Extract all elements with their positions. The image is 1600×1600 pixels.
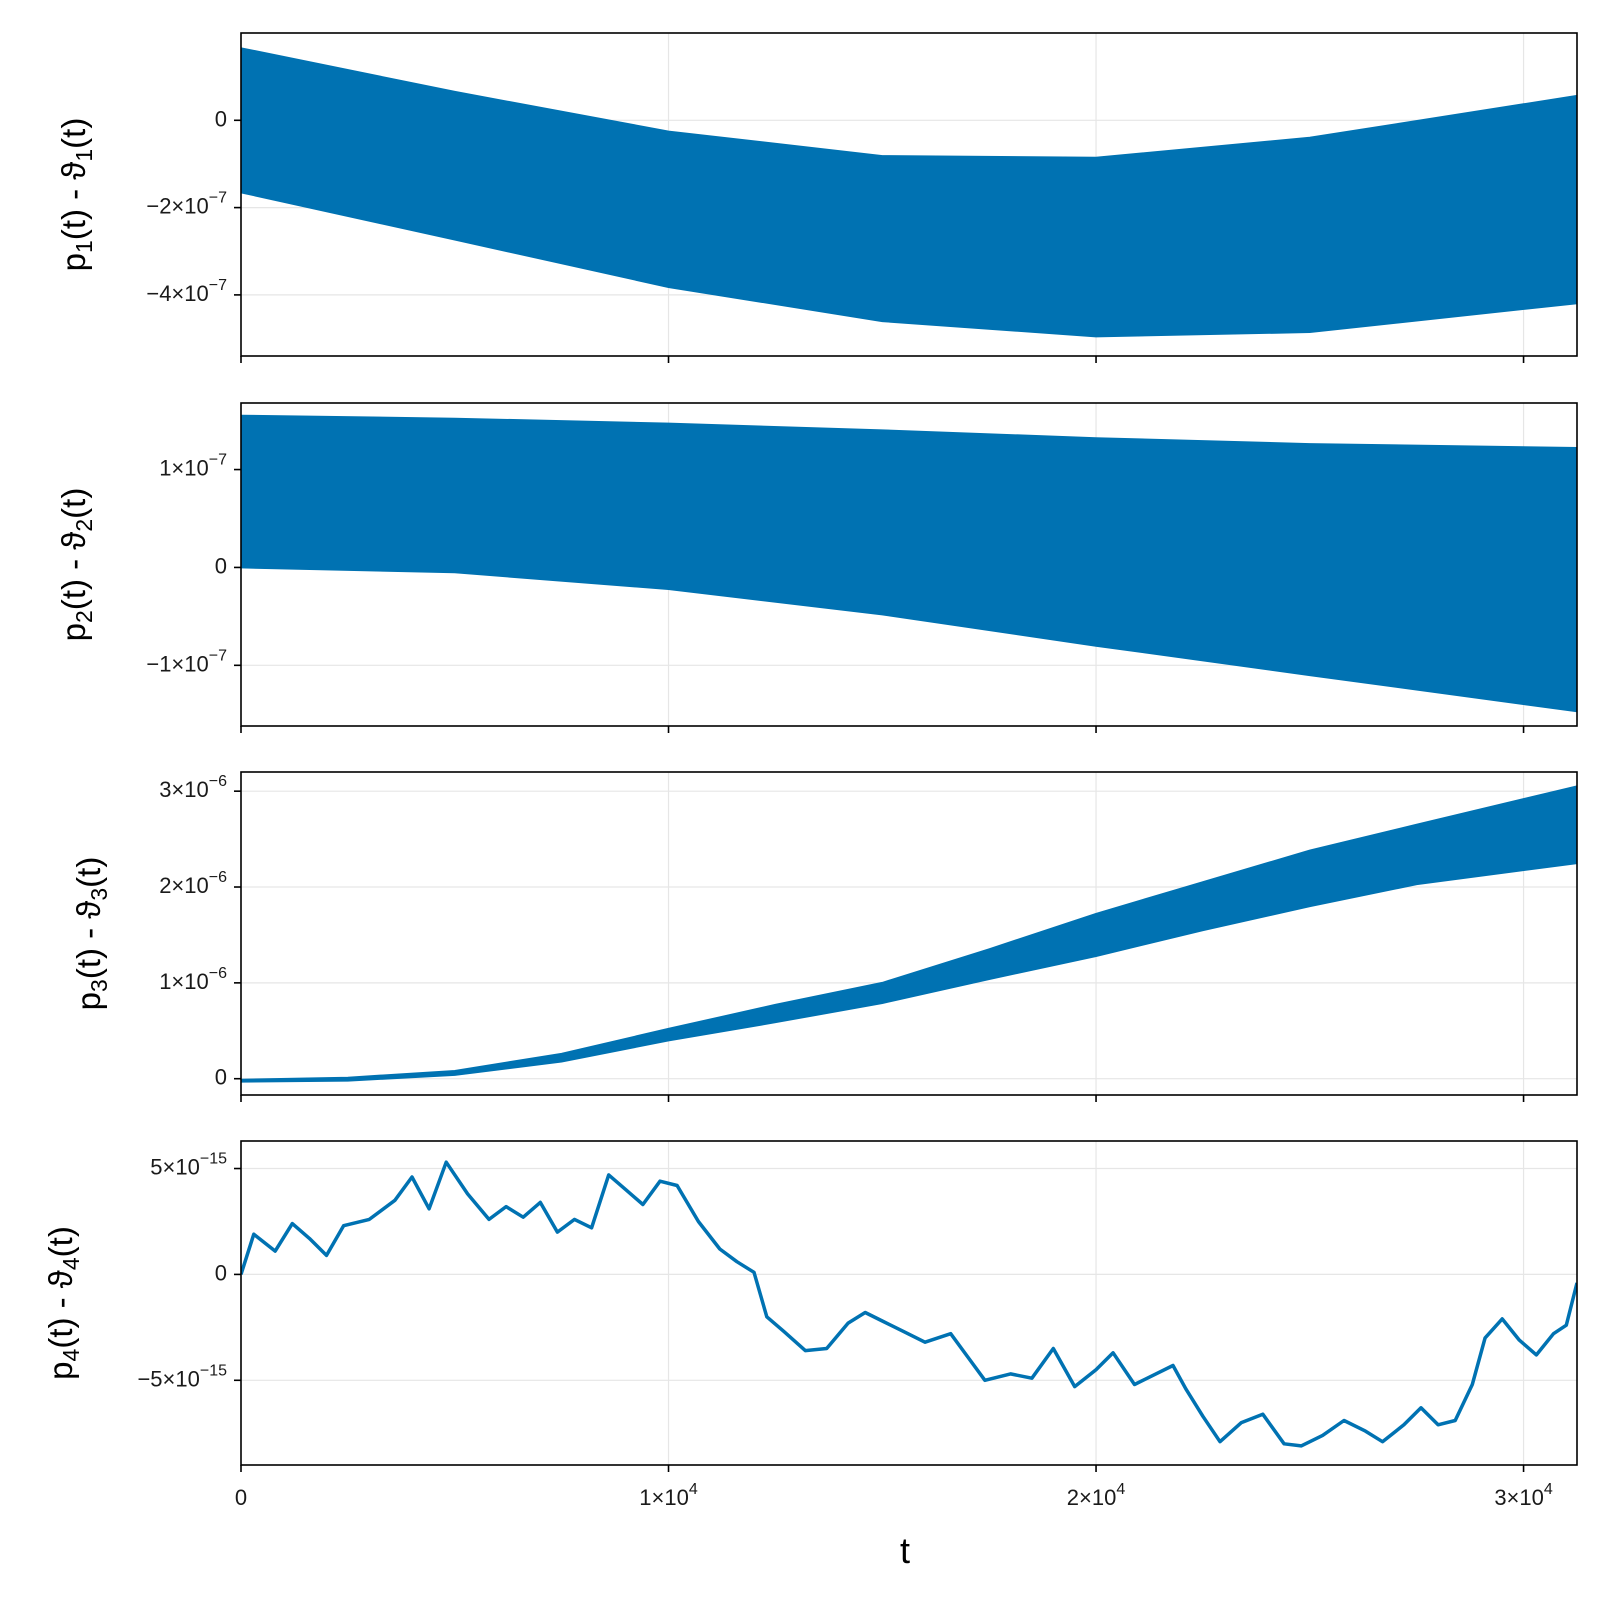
y-tick-label-mantissa: 0 bbox=[215, 553, 227, 578]
ylabel-base: p bbox=[70, 992, 107, 1010]
ylabel-tail: (t) bbox=[55, 118, 92, 149]
y-tick-label-exponent: −7 bbox=[209, 277, 227, 294]
x-tick-label-exponent: 4 bbox=[1544, 1481, 1553, 1498]
x-axis-title: t bbox=[900, 1530, 910, 1571]
y-axis-title-4: p4(t) - ϑ4(t) bbox=[42, 1226, 84, 1380]
y-tick-label-mantissa: 0 bbox=[215, 1260, 227, 1285]
oscillation-band-1 bbox=[241, 47, 1577, 338]
panels: 0−2×10−7−4×10−7p1(t) - ϑ1(t)1×10−70−1×10… bbox=[42, 32, 1578, 1472]
y-tick-label: −1×10−7 bbox=[146, 648, 227, 677]
panel-frame bbox=[240, 402, 1578, 727]
y-axis-title-3: p3(t) - ϑ3(t) bbox=[70, 857, 112, 1011]
x-tick-label: 0 bbox=[235, 1485, 247, 1510]
y-tick-label-exponent: −7 bbox=[209, 190, 227, 207]
ylabel-subscript-2: 4 bbox=[58, 1257, 84, 1270]
y-tick-label-mantissa: 0 bbox=[215, 1065, 227, 1090]
ylabel-subscript-2: 2 bbox=[71, 519, 97, 532]
y-tick-label: 3×10−6 bbox=[159, 773, 227, 802]
y-tick-label-mantissa: −1×10 bbox=[146, 651, 208, 676]
ylabel-subscript: 1 bbox=[71, 240, 97, 253]
plot-area-3 bbox=[241, 785, 1577, 1083]
ylabel-base: p bbox=[42, 1361, 79, 1379]
y-tick-label-exponent: −7 bbox=[209, 452, 227, 469]
ylabel-subscript: 4 bbox=[58, 1348, 84, 1361]
plot-area-4 bbox=[241, 1160, 1577, 1448]
y-tick-label: 0 bbox=[215, 1260, 227, 1285]
x-tick-label-mantissa: 0 bbox=[235, 1485, 247, 1510]
ylabel-base: p bbox=[55, 253, 92, 271]
ylabel-middle: (t) - ϑ bbox=[55, 162, 92, 241]
x-tick-label: 3×104 bbox=[1494, 1481, 1553, 1510]
x-tick-label-exponent: 4 bbox=[1116, 1481, 1125, 1498]
y-tick-label: 0 bbox=[215, 106, 227, 131]
y-tick-label-exponent: −7 bbox=[209, 648, 227, 665]
y-tick-label-mantissa: 3×10 bbox=[159, 777, 209, 802]
y-tick-label-mantissa: −5×10 bbox=[137, 1366, 199, 1391]
y-tick-label-exponent: −6 bbox=[209, 965, 227, 982]
y-tick-label: −2×10−7 bbox=[146, 190, 227, 219]
y-tick-label-mantissa: −2×10 bbox=[146, 193, 208, 218]
panel-frame bbox=[240, 1140, 1578, 1466]
oscillation-band-3 bbox=[241, 785, 1577, 1083]
y-axis-title-1: p1(t) - ϑ1(t) bbox=[55, 118, 97, 272]
y-tick-label-mantissa: 5×10 bbox=[150, 1154, 200, 1179]
plot-area-2 bbox=[241, 414, 1577, 713]
x-tick-label: 1×104 bbox=[639, 1481, 698, 1510]
x-tick-label-mantissa: 1×10 bbox=[639, 1485, 689, 1510]
y-tick-label: −4×10−7 bbox=[146, 277, 227, 306]
ylabel-base: p bbox=[55, 623, 92, 641]
panel-frame bbox=[240, 32, 1578, 357]
y-tick-label-mantissa: 0 bbox=[215, 106, 227, 131]
oscillation-band-2 bbox=[241, 414, 1577, 713]
y-tick-label: 1×10−7 bbox=[159, 452, 227, 481]
panel-2: 1×10−70−1×10−7p2(t) - ϑ2(t) bbox=[55, 402, 1578, 733]
series-line-4 bbox=[241, 1160, 1577, 1448]
x-tick-label-mantissa: 2×10 bbox=[1067, 1485, 1117, 1510]
x-tick-labels: 0 1×104 2×104 3×104 bbox=[235, 1481, 1553, 1510]
y-tick-label: 0 bbox=[215, 1065, 227, 1090]
y-tick-label: 1×10−6 bbox=[159, 965, 227, 994]
y-tick-label: 0 bbox=[215, 553, 227, 578]
ylabel-tail: (t) bbox=[55, 488, 92, 519]
y-tick-label: 5×10−15 bbox=[150, 1151, 227, 1180]
panel-frame bbox=[240, 771, 1578, 1096]
ylabel-middle: (t) - ϑ bbox=[55, 532, 92, 611]
x-tick-label: 2×104 bbox=[1067, 1481, 1126, 1510]
y-tick-label-exponent: −6 bbox=[209, 869, 227, 886]
ylabel-subscript-2: 1 bbox=[71, 149, 97, 162]
ylabel-subscript: 3 bbox=[86, 979, 112, 992]
y-tick-label-mantissa: 1×10 bbox=[159, 969, 209, 994]
y-tick-label-mantissa: −4×10 bbox=[146, 281, 208, 306]
ylabel-tail: (t) bbox=[70, 857, 107, 888]
ylabel-subscript-2: 3 bbox=[86, 888, 112, 901]
y-tick-label: −5×10−15 bbox=[137, 1363, 227, 1392]
y-tick-label-exponent: −15 bbox=[200, 1363, 227, 1380]
plot-area-1 bbox=[241, 47, 1577, 338]
y-tick-label-exponent: −6 bbox=[209, 773, 227, 790]
panel-1: 0−2×10−7−4×10−7p1(t) - ϑ1(t) bbox=[55, 32, 1578, 363]
y-tick-label-exponent: −15 bbox=[200, 1151, 227, 1168]
ylabel-tail: (t) bbox=[42, 1226, 79, 1257]
panel-3: 01×10−62×10−63×10−6p3(t) - ϑ3(t) bbox=[70, 771, 1578, 1102]
y-axis-title-2: p2(t) - ϑ2(t) bbox=[55, 488, 97, 642]
ylabel-middle: (t) - ϑ bbox=[42, 1270, 79, 1349]
y-tick-label: 2×10−6 bbox=[159, 869, 227, 898]
ylabel-middle: (t) - ϑ bbox=[70, 901, 107, 980]
y-tick-label-mantissa: 2×10 bbox=[159, 873, 209, 898]
y-tick-label-mantissa: 1×10 bbox=[159, 455, 209, 480]
ylabel-subscript: 2 bbox=[71, 610, 97, 623]
x-tick-label-mantissa: 3×10 bbox=[1494, 1485, 1544, 1510]
x-tick-label-exponent: 4 bbox=[689, 1481, 698, 1498]
